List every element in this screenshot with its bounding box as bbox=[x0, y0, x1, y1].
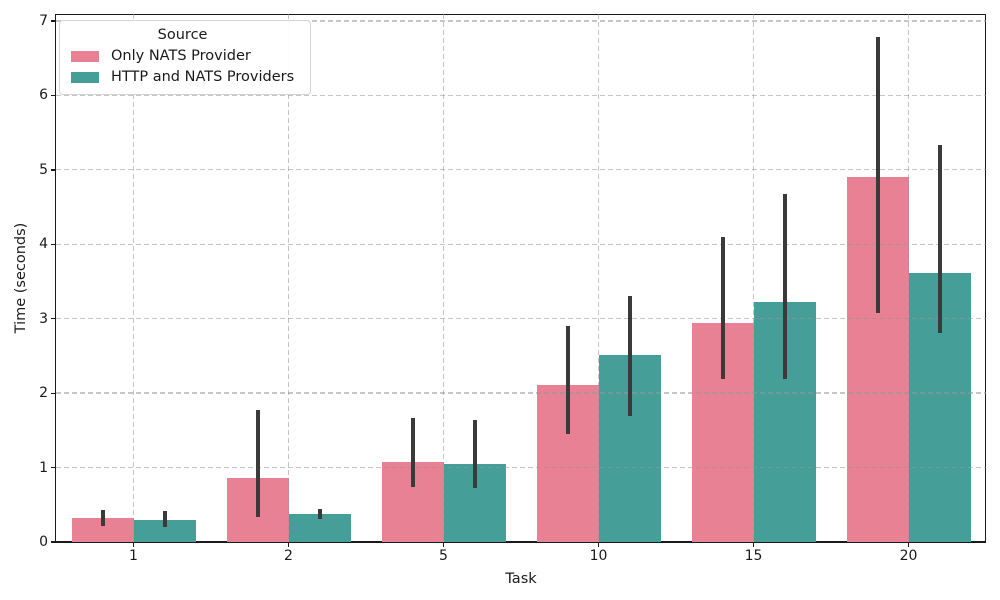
x-tick-label-1: 1 bbox=[129, 548, 138, 564]
y-tick-2 bbox=[51, 392, 56, 394]
y-tick-5 bbox=[51, 169, 56, 171]
gridline-x-2 bbox=[287, 14, 290, 542]
y-tick-label-7: 7 bbox=[39, 12, 48, 29]
x-axis-label: Task bbox=[505, 571, 537, 587]
error-bar-http-task-2 bbox=[317, 509, 322, 519]
legend-title: Source bbox=[157, 27, 208, 43]
x-tick-label-15: 15 bbox=[744, 548, 763, 564]
legend-item-http: HTTP and NATS Providers bbox=[71, 69, 294, 85]
y-tick-label-6: 6 bbox=[39, 87, 48, 104]
error-bar-http-task-20 bbox=[937, 145, 942, 333]
gridline-y-1 bbox=[56, 466, 986, 469]
gridline-x-10 bbox=[597, 14, 600, 542]
x-tick-20 bbox=[907, 542, 910, 547]
gridline-y-6 bbox=[56, 94, 986, 97]
x-tick-label-5: 5 bbox=[439, 548, 448, 564]
error-bar-nats-task-1 bbox=[100, 509, 105, 527]
gridline-y-3 bbox=[56, 318, 986, 320]
gridline-x-1 bbox=[132, 14, 135, 542]
error-bar-nats-task-15 bbox=[720, 236, 725, 379]
y-tick-label-5: 5 bbox=[39, 161, 48, 178]
y-tick-1 bbox=[51, 466, 56, 469]
x-tick-2 bbox=[287, 542, 290, 547]
gridline-y-7 bbox=[56, 20, 986, 22]
axis-spine-top bbox=[55, 14, 986, 16]
y-tick-label-1: 1 bbox=[39, 459, 48, 476]
x-tick-5 bbox=[442, 542, 445, 547]
legend: Source Only NATS Provider HTTP and NATS P… bbox=[59, 20, 312, 95]
legend-item-nats: Only NATS Provider bbox=[71, 48, 294, 64]
x-tick-label-2: 2 bbox=[284, 548, 293, 564]
legend-items: Only NATS Provider HTTP and NATS Provider… bbox=[71, 48, 294, 85]
gridline-y-5 bbox=[56, 169, 986, 171]
y-tick-0 bbox=[51, 541, 56, 543]
plot-area bbox=[56, 14, 986, 542]
y-tick-6 bbox=[51, 94, 56, 97]
gridline-y-2 bbox=[56, 392, 986, 394]
axis-spine-left bbox=[55, 14, 57, 543]
x-tick-10 bbox=[597, 542, 600, 547]
y-tick-label-3: 3 bbox=[39, 310, 48, 327]
gridline-x-5 bbox=[442, 14, 445, 542]
error-bar-http-task-5 bbox=[472, 419, 477, 489]
y-tick-label-2: 2 bbox=[39, 385, 48, 402]
error-bar-http-task-1 bbox=[162, 510, 167, 528]
legend-label-nats: Only NATS Provider bbox=[111, 48, 251, 64]
error-bar-http-task-10 bbox=[627, 295, 632, 417]
x-tick-label-20: 20 bbox=[899, 548, 918, 564]
legend-swatch-http bbox=[71, 71, 99, 83]
gridline-x-20 bbox=[907, 14, 910, 542]
axis-spine-bottom bbox=[55, 541, 986, 543]
error-bar-nats-task-5 bbox=[410, 418, 415, 487]
error-bar-nats-task-2 bbox=[255, 410, 260, 518]
y-tick-label-4: 4 bbox=[39, 236, 48, 253]
x-tick-15 bbox=[752, 542, 755, 547]
gridline-x-15 bbox=[752, 14, 755, 542]
gridline-y-4 bbox=[56, 243, 986, 245]
y-tick-label-0: 0 bbox=[39, 534, 48, 550]
error-bar-nats-task-20 bbox=[875, 37, 880, 313]
y-tick-7 bbox=[51, 20, 56, 22]
error-bar-nats-task-10 bbox=[565, 326, 570, 435]
y-tick-4 bbox=[51, 243, 56, 245]
legend-label-http: HTTP and NATS Providers bbox=[111, 69, 295, 85]
error-bar-http-task-15 bbox=[782, 194, 787, 379]
x-tick-label-10: 10 bbox=[589, 548, 608, 564]
axis-spine-right bbox=[985, 14, 987, 543]
bar-nats-task-1 bbox=[71, 518, 134, 542]
x-tick-1 bbox=[132, 542, 135, 547]
legend-swatch-nats bbox=[71, 50, 99, 62]
y-tick-3 bbox=[51, 318, 56, 320]
bar-http-task-1 bbox=[133, 520, 196, 542]
